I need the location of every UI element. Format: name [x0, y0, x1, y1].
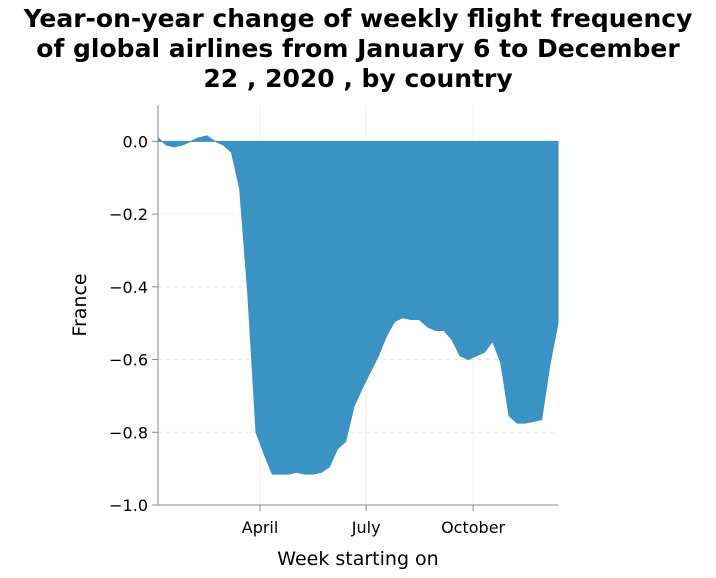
plot-frame: [157, 105, 558, 506]
x-tick-label: April: [242, 518, 279, 537]
y-tick-label: 0.0: [123, 132, 148, 151]
x-tick-label: July: [351, 518, 381, 537]
chart-title-line-1: Year-on-year change of weekly flight fre…: [23, 4, 693, 33]
y-tick-label: −0.2: [109, 205, 148, 224]
x-axis-title: Week starting on: [277, 548, 438, 570]
x-axis: April July October: [242, 505, 506, 537]
chart-title: Year-on-year change of weekly flight fre…: [0, 4, 716, 94]
chart-title-line-2: of global airlines from January 6 to Dec…: [36, 34, 680, 63]
area-series-france: [157, 135, 559, 475]
y-axis: 0.0 −0.2 −0.4 −0.6 −0.8 −1.0: [109, 132, 158, 515]
y-tick-label: −0.6: [109, 351, 148, 370]
y-axis-title: France: [69, 273, 91, 336]
y-tick-label: −0.4: [109, 278, 148, 297]
y-tick-label: −1.0: [109, 496, 148, 515]
y-tick-label: −0.8: [109, 423, 148, 442]
chart-title-line-3: 22 , 2020 , by country: [203, 64, 513, 93]
x-tick-label: October: [441, 518, 505, 537]
